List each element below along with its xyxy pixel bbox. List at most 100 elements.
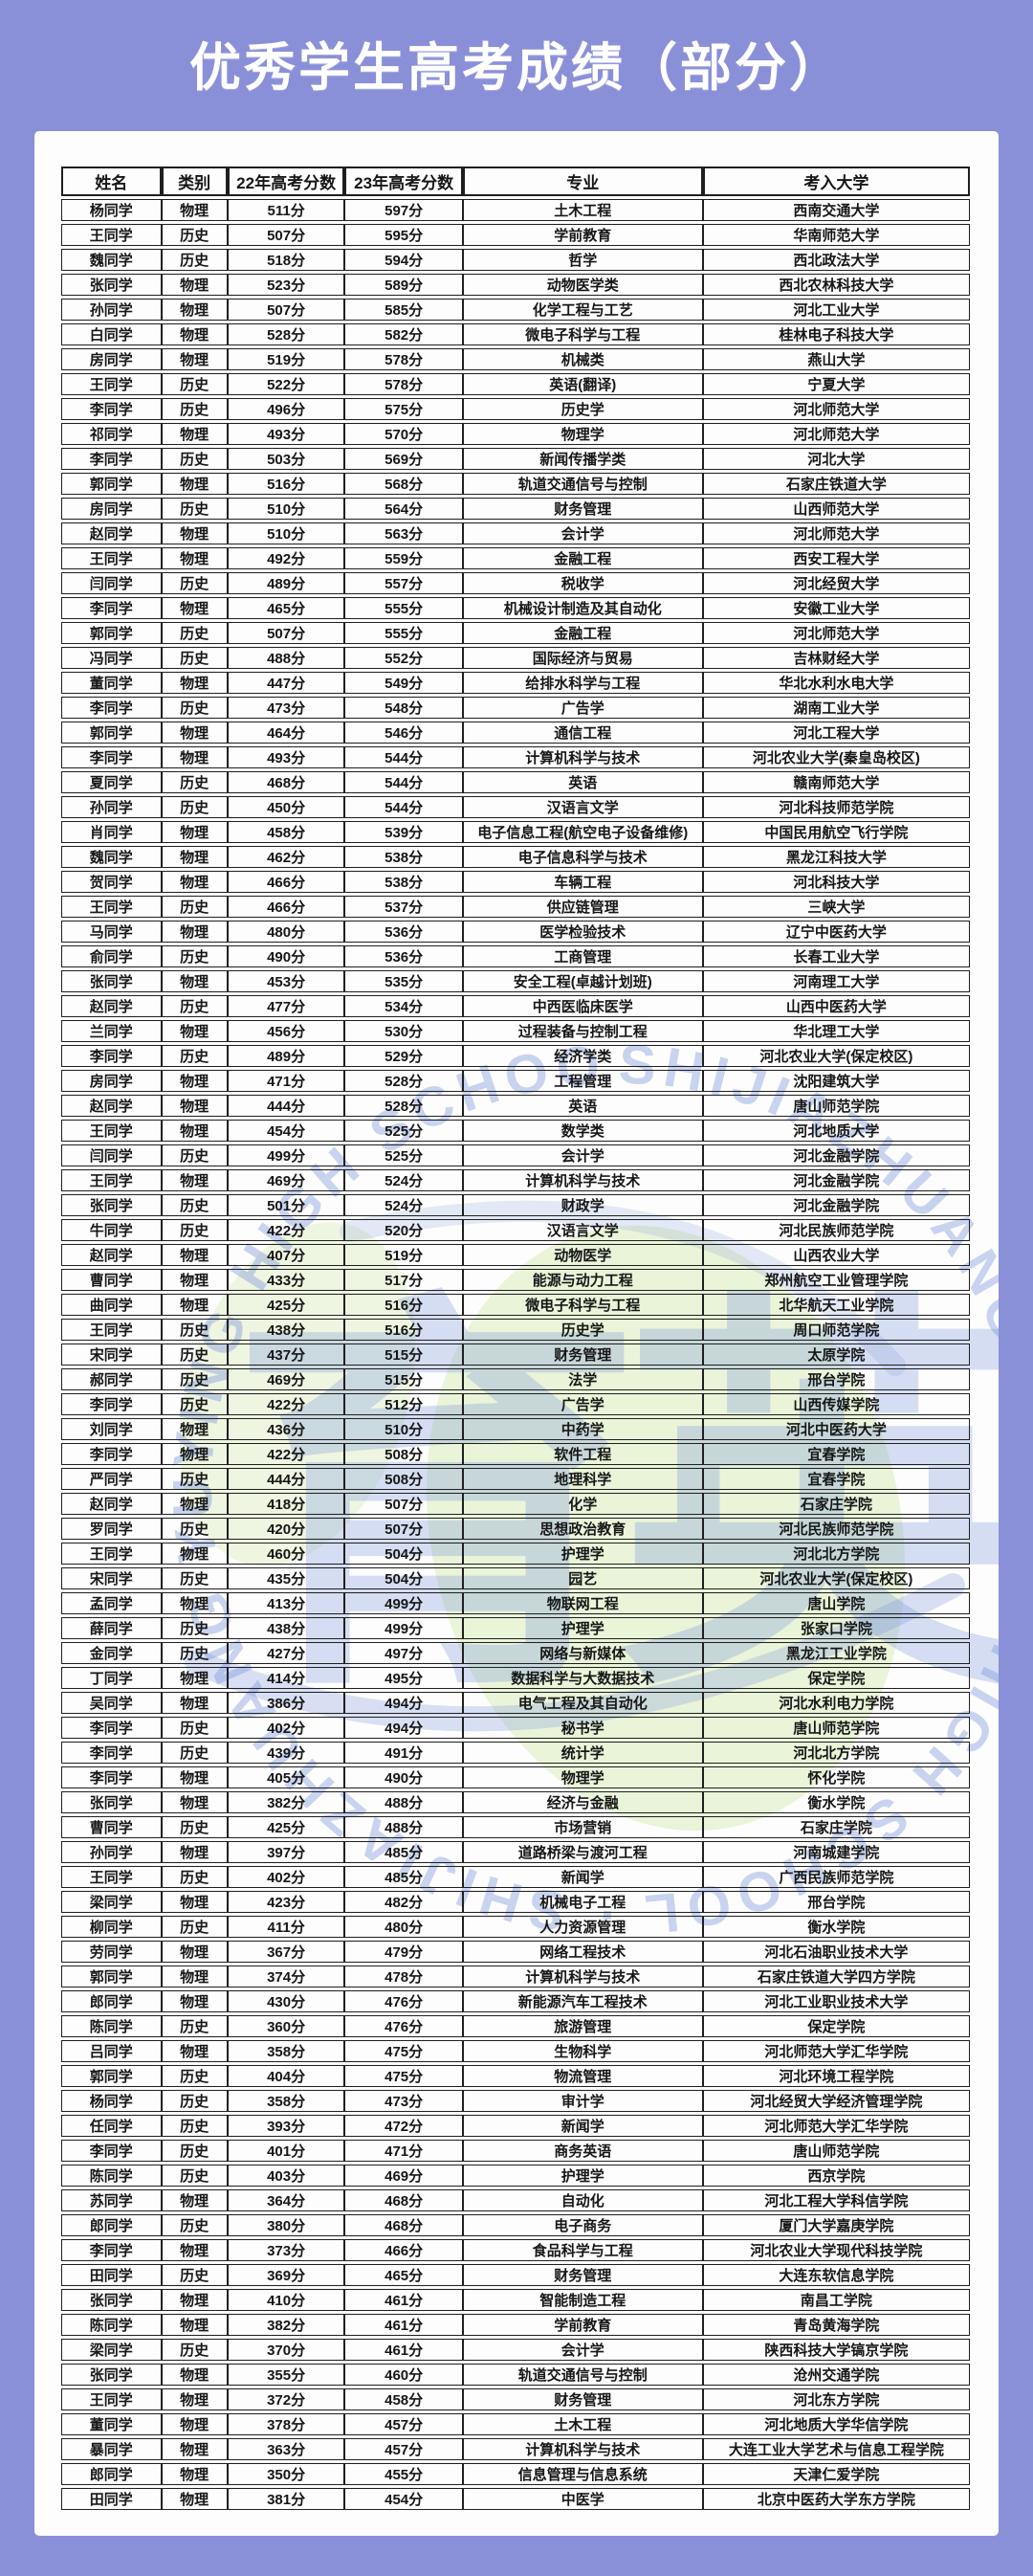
cell-score-2023: 538分 (344, 846, 463, 868)
cell-university: 宜春学院 (702, 1468, 970, 1490)
cell-major: 过程装备与控制工程 (462, 1020, 703, 1042)
cell-university: 石家庄铁道大学四方学院 (702, 1965, 970, 1988)
cell-major: 汉语言文学 (462, 1219, 703, 1241)
cell-student-name: 李同学 (61, 1742, 162, 1764)
cell-score-2023: 485分 (344, 1866, 463, 1888)
cell-category: 历史 (161, 1518, 228, 1540)
cell-score-2022: 444分 (227, 1095, 345, 1117)
cell-score-2023: 507分 (344, 1493, 463, 1515)
table-row: 任同学 历史 393分 472分 新闻学 河北师范大学汇华学院 (61, 2115, 970, 2137)
cell-student-name: 李同学 (61, 746, 162, 768)
table-row: 陈同学 历史 360分 476分 旅游管理 保定学院 (61, 2015, 970, 2037)
cell-student-name: 刘同学 (61, 1418, 162, 1440)
cell-student-name: 兰同学 (61, 1020, 162, 1042)
cell-student-name: 郎同学 (61, 1990, 162, 2012)
cell-major: 计算机科学与技术 (462, 2438, 703, 2460)
cell-major: 给排水科学与工程 (462, 672, 703, 694)
cell-category: 物理 (161, 1965, 228, 1988)
cell-score-2022: 471分 (227, 1070, 345, 1092)
cell-score-2022: 439分 (227, 1742, 345, 1764)
table-row: 王同学 物理 492分 559分 金融工程 西安工程大学 (61, 547, 970, 569)
table-row: 俞同学 历史 490分 536分 工商管理 长春工业大学 (61, 945, 970, 967)
cell-student-name: 郭同学 (61, 622, 162, 644)
cell-category: 历史 (161, 1717, 228, 1739)
table-row: 李同学 物理 465分 555分 机械设计制造及其自动化 安徽工业大学 (61, 597, 970, 619)
cell-major: 软件工程 (462, 1443, 703, 1465)
column-header: 类别 (161, 167, 228, 196)
cell-university: 河北地质大学 (702, 1120, 970, 1142)
cell-category: 历史 (161, 572, 228, 594)
cell-score-2022: 407分 (227, 1244, 345, 1266)
cell-score-2023: 544分 (344, 746, 463, 768)
cell-university: 河北北方学院 (702, 1543, 970, 1565)
cell-category: 历史 (161, 448, 228, 470)
cell-score-2022: 447分 (227, 672, 345, 694)
table-row: 王同学 历史 466分 537分 供应链管理 三峡大学 (61, 896, 970, 918)
cell-score-2023: 504分 (344, 1567, 463, 1589)
cell-category: 物理 (161, 348, 228, 370)
cell-student-name: 张同学 (61, 2364, 162, 2386)
table-row: 金同学 历史 427分 497分 网络与新媒体 黑龙江工业学院 (61, 1642, 970, 1664)
cell-score-2023: 519分 (344, 1244, 463, 1266)
cell-student-name: 李同学 (61, 1045, 162, 1067)
cell-score-2023: 544分 (344, 796, 463, 818)
table-row: 赵同学 物理 407分 519分 动物医学 山西农业大学 (61, 1244, 970, 1266)
table-row: 王同学 历史 438分 516分 历史学 周口师范学院 (61, 1319, 970, 1341)
cell-category: 历史 (161, 2339, 228, 2361)
cell-score-2023: 465分 (344, 2264, 463, 2286)
cell-score-2023: 557分 (344, 572, 463, 594)
table-row: 孙同学 历史 450分 544分 汉语言文学 河北科技师范学院 (61, 796, 970, 818)
cell-student-name: 房同学 (61, 348, 162, 370)
column-header: 23年高考分数 (344, 167, 463, 196)
cell-university: 华北水利水电大学 (702, 672, 970, 694)
table-row: 李同学 物理 405分 490分 物理学 怀化学院 (61, 1766, 970, 1788)
cell-category: 物理 (161, 1766, 228, 1788)
cell-major: 旅游管理 (462, 2015, 703, 2037)
table-row: 兰同学 物理 456分 530分 过程装备与控制工程 华北理工大学 (61, 1020, 970, 1042)
cell-score-2022: 360分 (227, 2015, 345, 2037)
cell-student-name: 牛同学 (61, 1219, 162, 1241)
cell-university: 河北金融学院 (702, 1144, 970, 1166)
cell-score-2023: 555分 (344, 622, 463, 644)
cell-category: 物理 (161, 1294, 228, 1316)
cell-student-name: 张同学 (61, 1194, 162, 1216)
table-row: 李同学 历史 473分 548分 广告学 湖南工业大学 (61, 697, 970, 719)
cell-score-2022: 468分 (227, 771, 345, 793)
table-row: 陈同学 历史 403分 469分 护理学 西京学院 (61, 2165, 970, 2187)
cell-score-2023: 468分 (344, 2189, 463, 2211)
cell-score-2022: 358分 (227, 2090, 345, 2112)
cell-score-2023: 466分 (344, 2239, 463, 2261)
table-row: 张同学 物理 382分 488分 经济与金融 衡水学院 (61, 1791, 970, 1813)
header-row: 姓名 类别 22年高考分数 23年高考分数 专业 考入大学 (61, 167, 970, 196)
cell-category: 物理 (161, 299, 228, 321)
table-row: 张同学 物理 453分 535分 安全工程(卓越计划班) 河南理工大学 (61, 970, 970, 992)
cell-score-2022: 367分 (227, 1941, 345, 1963)
cell-major: 数据科学与大数据技术 (462, 1667, 703, 1689)
cell-score-2023: 530分 (344, 1020, 463, 1042)
cell-major: 物理学 (462, 423, 703, 445)
cell-category: 物理 (161, 1891, 228, 1913)
table-row: 李同学 物理 422分 508分 软件工程 宜春学院 (61, 1443, 970, 1465)
cell-major: 历史学 (462, 1319, 703, 1341)
cell-student-name: 丁同学 (61, 1667, 162, 1689)
cell-score-2022: 510分 (227, 498, 345, 520)
cell-category: 历史 (161, 1642, 228, 1664)
cell-university: 河北师范大学 (702, 622, 970, 644)
cell-major: 能源与动力工程 (462, 1269, 703, 1291)
cell-category: 历史 (161, 249, 228, 271)
cell-score-2022: 460分 (227, 1543, 345, 1565)
cell-score-2023: 460分 (344, 2364, 463, 2386)
cell-major: 会计学 (462, 522, 703, 544)
cell-student-name: 房同学 (61, 1070, 162, 1092)
cell-university: 山西中医药大学 (702, 995, 970, 1017)
cell-score-2022: 499分 (227, 1144, 345, 1166)
cell-category: 历史 (161, 1045, 228, 1067)
cell-student-name: 张同学 (61, 2289, 162, 2311)
cell-student-name: 任同学 (61, 2115, 162, 2137)
cell-score-2022: 488分 (227, 647, 345, 669)
cell-student-name: 孙同学 (61, 299, 162, 321)
cell-major: 中西医临床医学 (462, 995, 703, 1017)
cell-score-2022: 496分 (227, 398, 345, 420)
cell-score-2022: 489分 (227, 1045, 345, 1067)
